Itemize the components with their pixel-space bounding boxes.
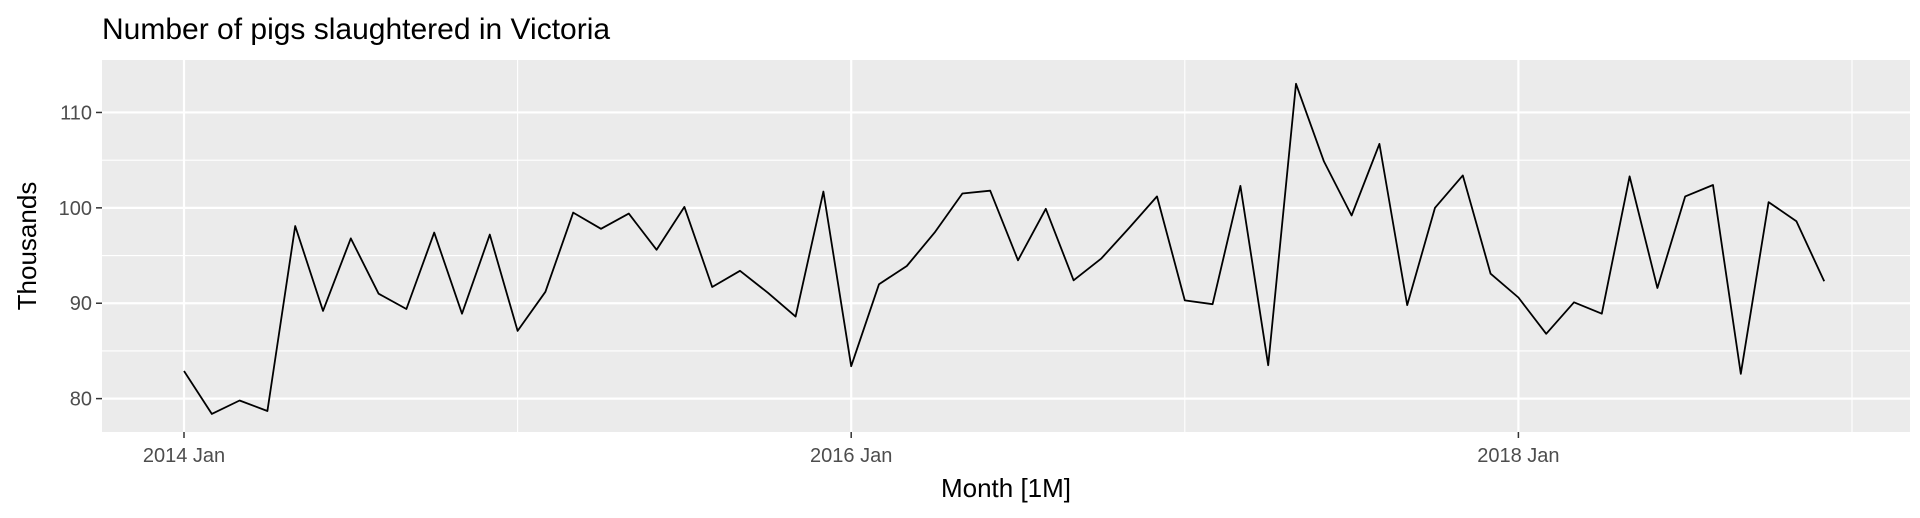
y-tick-label: 90: [70, 293, 92, 315]
x-tick-label: 2014 Jan: [143, 445, 225, 467]
major-gridlines: [102, 60, 1910, 432]
y-axis-title: Thousands: [12, 182, 42, 311]
x-axis: 2014 Jan 2016 Jan 2018 Jan: [143, 432, 1560, 467]
y-axis: 80 90 100 110: [59, 102, 102, 411]
x-axis-title: Month [1M]: [941, 473, 1071, 503]
x-tick-label: 2016 Jan: [810, 445, 892, 467]
minor-gridlines: [102, 60, 1910, 432]
series-line: [183, 82, 1826, 415]
y-tick-label: 80: [70, 389, 92, 411]
y-tick-label: 110: [60, 102, 92, 124]
x-tick-label: 2018 Jan: [1477, 445, 1559, 467]
chart-title: Number of pigs slaughtered in Victoria: [102, 13, 610, 46]
y-tick-label: 100: [59, 198, 92, 220]
plot-panel: [102, 60, 1910, 432]
